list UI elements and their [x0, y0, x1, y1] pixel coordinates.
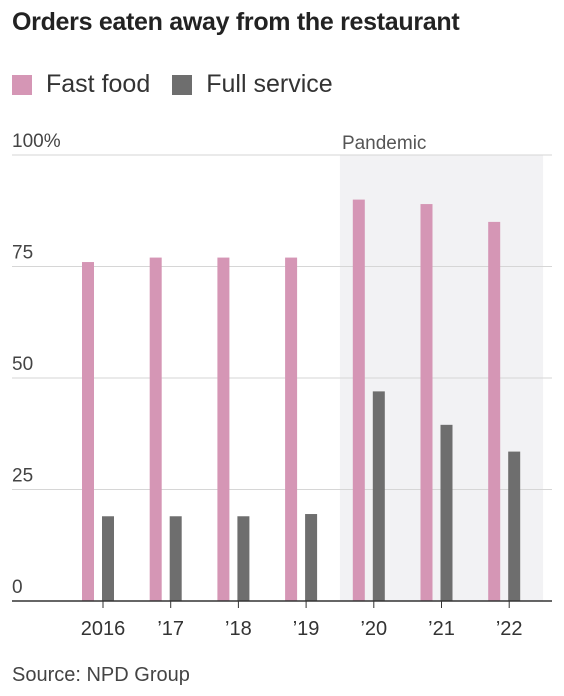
pandemic-label: Pandemic — [342, 133, 427, 154]
bar-fast-food — [352, 199, 365, 601]
bar-chart: Pandemic 0 25 50 75 100% 2016 ’17 ’18 ’19 ’20 ’21 ’2… — [12, 131, 552, 640]
chart-title: Orders eaten away from the restaurant — [12, 8, 460, 36]
x-tick-label: ’22 — [496, 618, 523, 640]
legend-item-full-service: Full service — [172, 70, 333, 99]
bar-full-service — [440, 424, 453, 601]
source-note: Source: NPD Group — [12, 664, 190, 686]
legend-swatch-full-service — [172, 74, 193, 95]
bar-full-service — [305, 514, 318, 601]
legend-item-fast-food: Fast food — [12, 70, 150, 99]
x-tick-label: ’18 — [225, 618, 252, 640]
bar-full-service — [102, 516, 114, 601]
bar-full-service — [508, 451, 521, 601]
y-tick-label: 100% — [12, 131, 61, 152]
x-tick-label: 2016 — [81, 618, 126, 640]
bar-fast-food — [217, 257, 230, 601]
y-tick-label: 0 — [12, 577, 23, 598]
x-tick-label: ’21 — [428, 618, 455, 640]
bar-fast-food — [82, 262, 94, 601]
y-tick-label: 25 — [12, 466, 33, 487]
bar-fast-food — [285, 257, 298, 601]
bar-fast-food — [420, 204, 433, 601]
y-tick-label: 75 — [12, 243, 33, 264]
x-tick-label: ’17 — [157, 618, 184, 640]
legend-label-fast-food: Fast food — [46, 70, 151, 98]
y-tick-label: 50 — [12, 354, 33, 375]
legend-label-full-service: Full service — [206, 70, 333, 98]
bar-full-service — [237, 516, 250, 601]
bar-full-service — [372, 391, 385, 601]
x-tick-label: ’20 — [360, 618, 387, 640]
bar-fast-food — [488, 221, 501, 601]
bar-full-service — [169, 516, 182, 601]
legend: Fast food Full service — [12, 70, 355, 99]
legend-swatch-fast-food — [12, 74, 32, 95]
bar-fast-food — [149, 257, 162, 601]
x-tick-label: ’19 — [293, 618, 320, 640]
